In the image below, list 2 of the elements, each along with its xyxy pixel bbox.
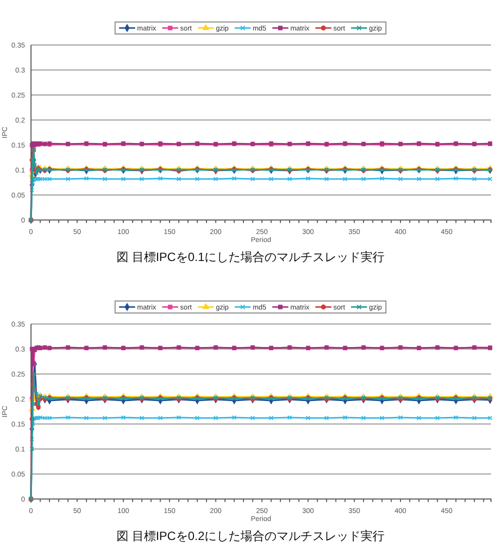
text: 図 目標IPCを0.2にした場合のマルチスレッド実行 (116, 529, 385, 543)
text: 図 目標IPCを0.1にした場合のマルチスレッド実行 (116, 250, 385, 264)
